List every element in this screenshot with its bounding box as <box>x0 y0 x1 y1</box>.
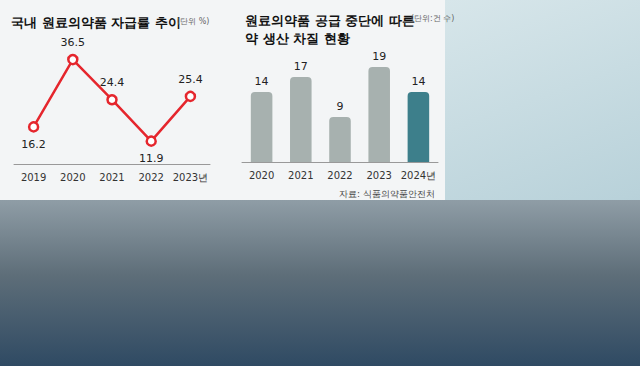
svg-text:19: 19 <box>372 50 386 63</box>
svg-text:2022: 2022 <box>327 170 352 181</box>
svg-text:2020: 2020 <box>60 172 85 183</box>
svg-text:16.2: 16.2 <box>21 138 46 151</box>
svg-text:2024년: 2024년 <box>401 170 436 181</box>
svg-text:14: 14 <box>411 75 425 88</box>
svg-text:2023년: 2023년 <box>173 172 208 183</box>
svg-text:11.9: 11.9 <box>139 152 164 165</box>
svg-text:14: 14 <box>255 75 269 88</box>
svg-text:2022: 2022 <box>138 172 163 183</box>
svg-text:약 생산 차질 현황: 약 생산 차질 현황 <box>245 31 350 46</box>
svg-text:9: 9 <box>337 100 344 113</box>
svg-text:2019: 2019 <box>21 172 46 183</box>
svg-text:자료: 식품의약품안전처: 자료: 식품의약품안전처 <box>339 189 435 199</box>
svg-text:2023: 2023 <box>366 170 391 181</box>
svg-text:2021: 2021 <box>288 170 313 181</box>
svg-text:국내 원료의약품 자급률 추이: 국내 원료의약품 자급률 추이 <box>11 15 181 30</box>
svg-text:(단위:건 수): (단위:건 수) <box>411 14 454 23</box>
svg-text:36.5: 36.5 <box>61 36 86 49</box>
svg-text:2021: 2021 <box>99 172 124 183</box>
svg-text:2020: 2020 <box>249 170 274 181</box>
svg-text:(단위 %): (단위 %) <box>177 17 209 26</box>
svg-text:원료의약품 공급 중단에 따른: 원료의약품 공급 중단에 따른 <box>245 13 415 28</box>
svg-text:25.4: 25.4 <box>178 73 203 86</box>
svg-text:24.4: 24.4 <box>100 76 125 89</box>
svg-text:17: 17 <box>294 60 308 73</box>
